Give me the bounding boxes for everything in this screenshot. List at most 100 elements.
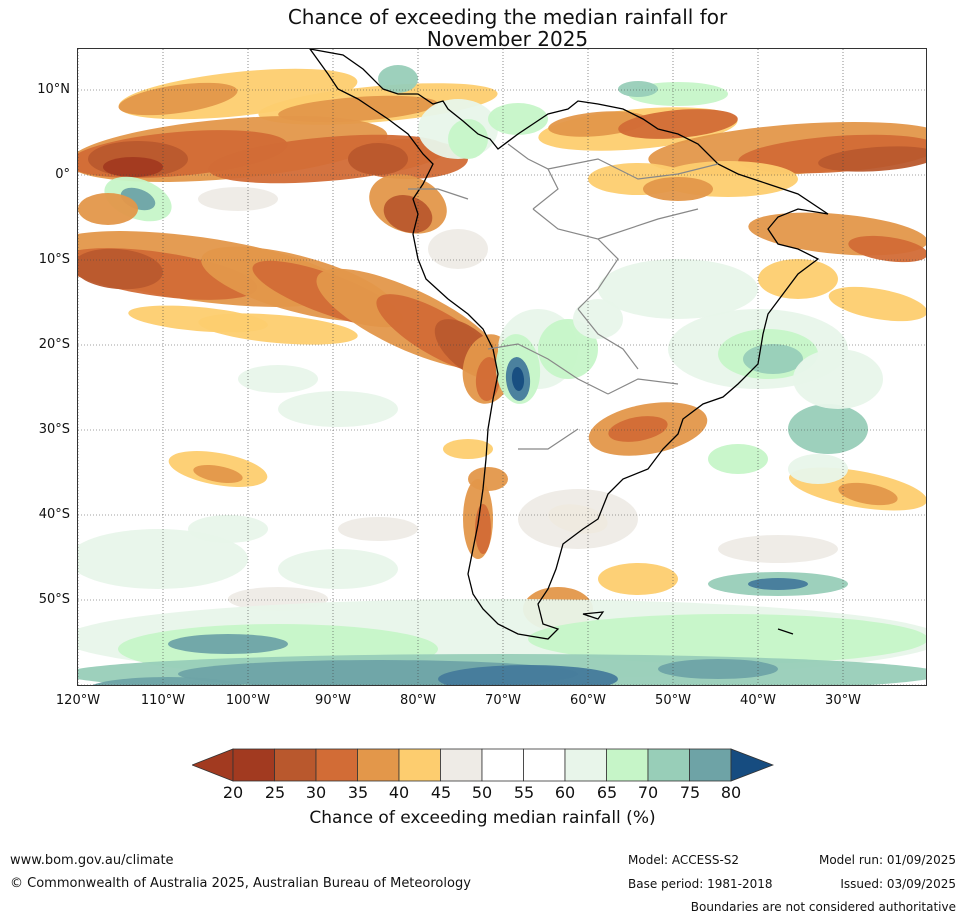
colorbar-cell: [647, 748, 690, 782]
rainfall-anomaly-area: [828, 286, 926, 322]
rainfall-anomaly-area: [438, 665, 618, 685]
colorbar-tick: 20: [222, 783, 244, 802]
rainfall-map: [77, 48, 927, 686]
lat-label-0: 0°: [55, 167, 70, 182]
lon-label-100w: 100°W: [225, 693, 271, 708]
rainfall-anomaly-area: [475, 357, 501, 401]
model-name: Model: ACCESS-S2: [628, 853, 740, 867]
rainfall-anomaly-area: [278, 549, 398, 589]
rainfall-anomaly-area: [598, 563, 678, 595]
rainfall-anomaly-area: [428, 229, 488, 269]
rainfall-anomaly-area: [838, 482, 898, 506]
boundary-disclaimer: Boundaries are not considered authoritat…: [690, 900, 956, 914]
colorbar-tick: 70: [637, 783, 659, 802]
lat-label-30s: 30°S: [38, 422, 70, 437]
colorbar-cell: [398, 748, 441, 782]
country-border: [532, 208, 619, 310]
rainfall-anomaly-area: [168, 634, 288, 654]
colorbar-cell: [274, 748, 317, 782]
country-border: [577, 308, 639, 370]
rainfall-anomaly-area: [278, 95, 438, 123]
colorbar-cell: [315, 748, 358, 782]
colorbar-label: Chance of exceeding median rainfall (%): [309, 808, 656, 828]
rainfall-anomaly-area: [193, 465, 243, 483]
colorbar-tick: 35: [347, 783, 369, 802]
rainfall-anomaly-area: [338, 517, 418, 541]
colorbar-tick: 60: [554, 783, 576, 802]
rainfall-anomaly-area: [78, 248, 163, 290]
rainfall-anomaly-area: [708, 444, 768, 474]
country-border: [507, 143, 559, 210]
colorbar-tick: 55: [513, 783, 535, 802]
lon-label-40w: 40°W: [740, 693, 776, 708]
country-border: [518, 428, 579, 450]
rainfall-anomaly-area: [618, 81, 658, 97]
rainfall-anomaly-area: [598, 259, 758, 319]
rainfall-anomaly-area: [78, 193, 138, 225]
colorbar-tick: 75: [679, 783, 701, 802]
rainfall-anomaly-area: [488, 103, 548, 135]
rainfall-anomaly-area: [818, 146, 926, 172]
lon-label-80w: 80°W: [400, 693, 436, 708]
lon-label-50w: 50°W: [655, 693, 691, 708]
colorbar-tick: 80: [720, 783, 742, 802]
colorbar-tick: 65: [596, 783, 618, 802]
rainfall-anomaly-area: [748, 578, 808, 590]
map-title-line2: November 2025: [426, 27, 589, 51]
south-georgia: [777, 628, 794, 635]
rainfall-anomaly-area: [448, 119, 488, 159]
rainfall-anomaly-area: [443, 439, 493, 459]
rainfall-anomaly-area: [718, 535, 838, 563]
rainfall-anomaly-area: [608, 416, 668, 442]
copyright-text: © Commonwealth of Australia 2025, Austra…: [10, 876, 471, 891]
lat-label-50s: 50°S: [38, 592, 70, 607]
coastlines-borders: [309, 49, 829, 640]
country-border: [487, 343, 609, 395]
map-canvas: [78, 49, 926, 685]
rainfall-anomaly-area: [528, 614, 926, 664]
rainfall-anomaly-area: [518, 489, 638, 549]
rainfall-probability-shading: [78, 65, 926, 685]
falkland-islands: [582, 611, 605, 620]
lon-label-120w: 120°W: [55, 693, 101, 708]
rainfall-anomaly-area: [128, 305, 268, 333]
colorbar-cell: [606, 748, 649, 782]
rainfall-anomaly-area: [92, 677, 244, 685]
rainfall-anomaly-area: [238, 365, 318, 393]
lat-label-20s: 20°S: [38, 337, 70, 352]
colorbar-tick: 25: [264, 783, 286, 802]
rainfall-anomaly-area: [348, 143, 408, 175]
rainfall-anomaly-area: [758, 259, 838, 299]
colorbar-cell: [564, 748, 607, 782]
colorbar-cell: [440, 748, 483, 782]
colorbar-cell: [481, 748, 524, 782]
country-border: [547, 158, 719, 180]
lon-label-60w: 60°W: [570, 693, 606, 708]
model-run-date: Model run: 01/09/2025: [818, 853, 956, 867]
lon-label-90w: 90°W: [315, 693, 351, 708]
rainfall-anomaly-area: [743, 344, 803, 374]
website-link[interactable]: www.bom.gov.au/climate: [10, 853, 174, 868]
rainfall-anomaly-area: [643, 177, 713, 201]
country-border: [607, 378, 679, 395]
colorbar-cell: [523, 748, 566, 782]
rainfall-anomaly-area: [198, 187, 278, 211]
rainfall-anomaly-area: [188, 515, 268, 543]
colorbar-tick: 50: [471, 783, 493, 802]
colorbar-cell: [689, 748, 732, 782]
colorbar-extend-high: [730, 748, 774, 782]
base-period: Base period: 1981-2018: [628, 877, 773, 891]
rainfall-anomaly-area: [511, 367, 525, 391]
country-border: [597, 208, 699, 240]
lat-label-10s: 10°S: [38, 252, 70, 267]
lon-label-110w: 110°W: [140, 693, 186, 708]
colorbar-cell: [232, 748, 275, 782]
rainfall-anomaly-area: [278, 391, 398, 427]
rainfall-anomaly-area: [378, 65, 418, 93]
rainfall-anomaly-area: [618, 109, 738, 139]
country-border: [408, 188, 469, 200]
issued-date: Issued: 03/09/2025: [840, 877, 956, 891]
colorbar-extend-low: [192, 748, 234, 782]
rainfall-anomaly-area: [658, 659, 778, 679]
graticule-lines: [78, 49, 926, 685]
